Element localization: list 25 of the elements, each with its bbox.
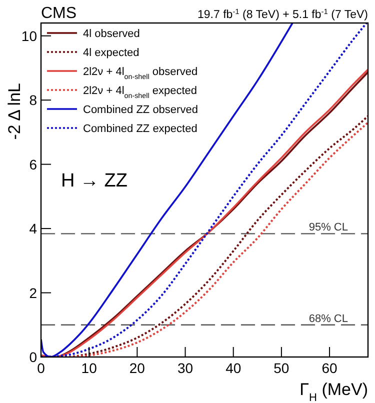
ref-line-label: 68% CL xyxy=(308,312,348,325)
x-tick-label: 50 xyxy=(274,360,290,376)
x-tick-label: 30 xyxy=(177,360,194,376)
legend-label: 4l expected xyxy=(83,47,140,59)
legend-label: 4l observed xyxy=(83,28,140,40)
legend-label: 2l2ν + 4l$_{on-shell}$ expected xyxy=(83,85,197,100)
legend-label: Combined ZZ observed xyxy=(83,104,198,116)
x-tick-label: 40 xyxy=(226,360,242,376)
legend-label: 2l2ν + 4l$_{on-shell}$ observed xyxy=(83,66,198,81)
x-tick-label: 10 xyxy=(81,360,98,376)
y-tick-label: 8 xyxy=(29,92,38,108)
x-tick-label: 20 xyxy=(129,360,146,376)
x-axis-title: Γ$_{H}$ (MeV) xyxy=(300,380,368,403)
y-tick-label: 10 xyxy=(21,28,38,44)
y-tick-label: 0 xyxy=(29,349,38,365)
ref-line-label: 95% CL xyxy=(308,222,348,234)
annotation: H → ZZ xyxy=(61,170,128,192)
y-tick-label: 4 xyxy=(29,220,38,237)
legend-label: Combined ZZ expected xyxy=(83,123,198,135)
y-tick-label: 6 xyxy=(29,156,38,172)
x-tick-label: 60 xyxy=(322,360,338,376)
y-tick-label: 2 xyxy=(29,284,38,301)
y-axis-title: -2 Δ lnL xyxy=(5,83,24,140)
chart-subtitle: 19.7 fb$^{-1}$ (8 TeV) + 5.1 fb$^{-1}$ (7 TeV) xyxy=(198,6,368,21)
chart-title: CMS xyxy=(41,5,77,22)
